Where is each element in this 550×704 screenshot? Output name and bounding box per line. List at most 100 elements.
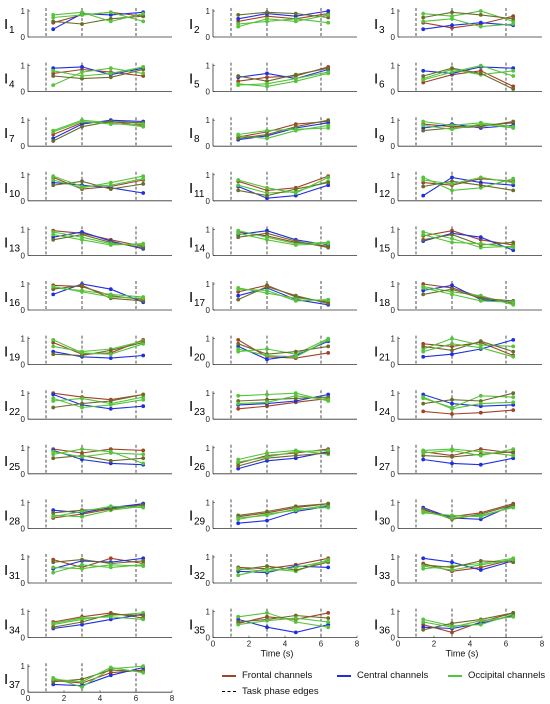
series-line-extra: [238, 67, 329, 82]
data-point-occipital: [141, 124, 146, 129]
data-point-occipital: [108, 180, 113, 185]
data-point-occipital: [108, 292, 113, 297]
data-point-occipital: [51, 677, 56, 682]
data-point-extra: [80, 401, 84, 406]
y-tick-label: 0: [206, 88, 211, 97]
data-point-occipital: [80, 562, 84, 567]
y-tick-label: 1: [206, 225, 211, 234]
y-tick-label: 0: [21, 142, 26, 151]
data-point-extra: [51, 19, 56, 24]
series-line-central: [53, 449, 144, 466]
data-point-occipital: [450, 289, 454, 294]
data-point-occipital: [51, 452, 56, 457]
data-point-occipital: [108, 295, 113, 299]
data-point-extra: [450, 565, 454, 570]
series-line-extra: [238, 182, 329, 197]
data-point-occipital: [141, 176, 146, 181]
panel-label: I: [4, 16, 8, 33]
x-tick-label: 4: [98, 694, 103, 703]
panel-4: I 40 1: [4, 62, 172, 97]
series-line-occipital: [423, 287, 514, 303]
data-point-occipital: [450, 625, 454, 630]
series-line-extra: [423, 612, 514, 631]
x-tick-label: 4: [468, 640, 473, 649]
x-axis-label: Time (s): [261, 649, 294, 659]
data-point-central: [51, 136, 56, 141]
data-point-frontal: [236, 289, 241, 294]
y-tick-label: 1: [391, 608, 396, 617]
data-point-central: [421, 354, 426, 359]
x-tick-label: 8: [355, 640, 360, 649]
series-line-frontal: [423, 70, 514, 87]
panel-label: I: [189, 289, 193, 306]
series-line-occipital: [423, 557, 514, 570]
data-point-frontal: [511, 84, 516, 89]
panel-label-sub: 6: [379, 80, 385, 91]
data-point-occipital: [421, 11, 426, 16]
data-point-occipital: [421, 620, 426, 624]
y-tick-label: 0: [206, 33, 211, 42]
panel-label-sub: 13: [9, 243, 21, 254]
data-point-occipital: [511, 344, 516, 349]
panel-5: I 50 1: [189, 62, 357, 97]
data-point-central: [80, 457, 84, 462]
data-point-central: [326, 183, 331, 188]
data-point-extra: [293, 72, 298, 77]
data-point-central: [236, 521, 241, 526]
series-line-extra: [238, 452, 329, 467]
data-point-occipital: [141, 617, 146, 622]
data-point-extra: [293, 568, 298, 572]
data-point-occipital: [141, 243, 146, 247]
panel-31: I 310 1: [4, 553, 172, 588]
y-tick-label: 0: [21, 470, 26, 479]
y-tick-label: 0: [21, 88, 26, 97]
series-line-central: [53, 351, 144, 359]
data-point-extra: [511, 391, 516, 396]
data-point-extra: [80, 283, 84, 288]
data-point-occipital: [478, 299, 483, 303]
data-point-extra: [141, 456, 146, 461]
data-point-extra: [51, 560, 56, 565]
data-point-occipital: [51, 178, 56, 182]
y-tick-label: 0: [21, 415, 26, 424]
panel-label: I: [189, 507, 193, 524]
series-line-extra: [423, 180, 514, 191]
panel-label-sub: 26: [194, 462, 206, 473]
x-tick-label: 0: [211, 640, 216, 649]
panel-19: I 190 1: [4, 335, 172, 370]
data-point-occipital: [141, 11, 146, 16]
y-tick-label: 1: [391, 62, 396, 71]
series-line-occipital: [53, 505, 144, 518]
panel-37: I370102468Time (s): [4, 662, 175, 704]
data-point-occipital: [51, 68, 56, 73]
data-point-occipital: [51, 230, 56, 234]
data-point-central: [450, 461, 454, 466]
data-point-occipital: [511, 505, 516, 510]
series-line-occipital: [238, 560, 329, 572]
data-point-occipital: [293, 191, 298, 195]
data-point-central: [236, 293, 241, 298]
panel-label: I: [4, 562, 8, 579]
data-point-extra: [478, 183, 483, 188]
y-tick-label: 1: [391, 116, 396, 125]
series-line-occipital: [238, 392, 329, 402]
data-point-frontal: [265, 75, 269, 80]
panel-label: I: [374, 398, 378, 415]
panel-label: I: [374, 71, 378, 88]
data-point-occipital: [293, 354, 298, 359]
data-point-extra: [265, 284, 269, 289]
data-point-occipital: [108, 403, 113, 407]
panel-28: I 280 1: [4, 498, 172, 533]
y-tick-label: 1: [21, 225, 26, 234]
data-point-frontal: [450, 228, 454, 233]
series-line-extra: [423, 560, 514, 568]
panel-label-sub: 14: [194, 243, 206, 254]
panel-label-sub: 37: [9, 680, 21, 691]
series-line-occipital: [238, 176, 329, 194]
data-point-extra: [478, 71, 483, 76]
data-point-frontal: [51, 340, 56, 345]
panel-label: I: [4, 234, 8, 251]
data-point-central: [141, 353, 146, 358]
data-point-extra: [141, 14, 146, 19]
data-point-extra: [265, 509, 269, 514]
